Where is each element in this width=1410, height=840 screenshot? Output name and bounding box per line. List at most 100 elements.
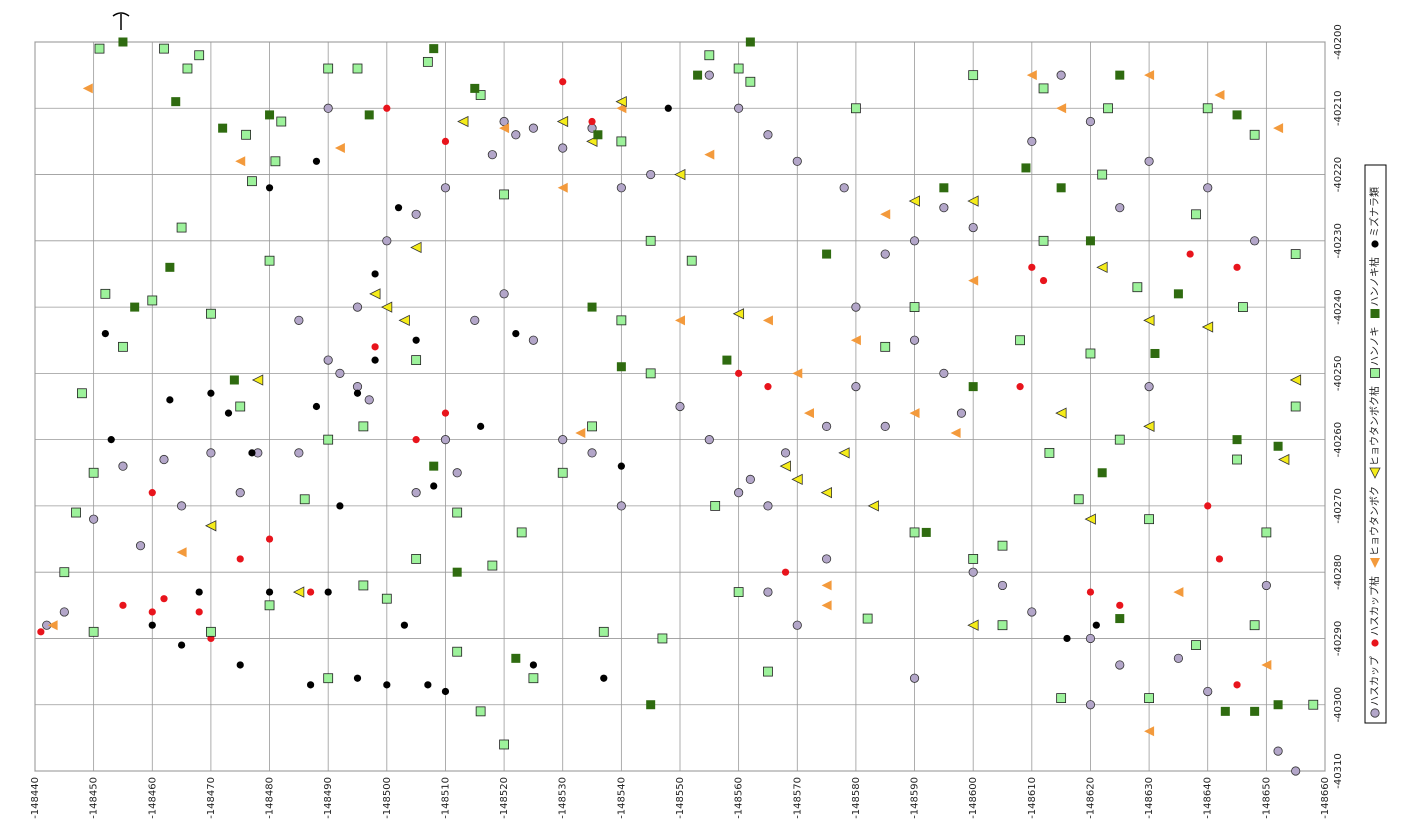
point [1204,502,1212,510]
point [235,488,245,498]
point [165,262,175,272]
point [1085,633,1096,644]
point [763,666,773,677]
point [838,447,850,459]
point [598,626,609,637]
point [206,308,216,319]
point [780,448,791,458]
point [1096,261,1108,273]
y-tick-label: -40200 [1333,24,1344,59]
point [429,461,439,471]
point [820,487,832,499]
legend-marker [1370,558,1380,568]
point [821,600,832,611]
point [82,83,93,94]
point [1097,169,1108,180]
point [1144,514,1154,525]
point [1073,494,1084,505]
point [236,555,244,563]
x-tick-label: -148490 [323,777,334,819]
point [1144,382,1154,392]
point [1056,103,1067,114]
point [383,681,391,689]
point [176,501,187,511]
point [1132,282,1143,293]
point [1144,70,1155,81]
point [1289,374,1302,386]
point [335,368,345,378]
point [1026,70,1037,81]
point [1261,659,1272,670]
point [441,409,450,417]
point [265,110,275,120]
point [411,209,421,219]
x-tick-label: -148480 [265,777,276,819]
point [441,137,450,146]
point [276,116,287,127]
x-tick-label: -148560 [734,777,745,819]
point [909,408,920,419]
legend-marker [1370,368,1380,378]
point [1201,321,1214,333]
point [734,103,744,113]
x-tick-label: -148600 [968,777,979,819]
point [334,143,345,154]
point [1116,601,1124,609]
point [353,389,362,397]
point [950,428,961,439]
point [1186,250,1194,258]
x-tick-label: -148580 [851,777,862,819]
point [779,460,791,472]
point [704,435,714,445]
legend-label: ハンノキ枯 [1368,257,1381,307]
point [477,422,485,430]
point [147,295,158,306]
x-tick-label: -148540 [616,777,627,819]
point [77,388,87,399]
legend-marker [1371,240,1379,248]
point [646,169,656,180]
point [475,706,486,717]
point [617,462,625,470]
point [558,143,568,153]
y-tick-label: -40260 [1333,422,1344,457]
point [299,494,310,505]
point [1027,607,1037,617]
point [1027,136,1037,147]
point [512,330,520,338]
point [821,554,832,564]
x-tick-label: -148460 [147,777,158,819]
point [675,401,685,412]
x-tick-label: -148610 [1027,777,1038,819]
point [968,567,978,577]
point [394,204,403,212]
legend-items: ハスカップ ハスカップ枯 ヒョウタンボク ヒョウタンボク枯 ハンノキ ハンノキ枯 ミズナラ類 [1368,187,1381,718]
legend-label: ハスカップ枯 [1368,576,1381,636]
point [1249,620,1260,631]
point [176,222,187,233]
point [292,586,305,598]
point [1150,348,1160,358]
point [241,129,251,140]
point [248,449,256,457]
point [135,541,146,551]
legend-marker [1370,708,1380,718]
point [1249,129,1260,140]
point [1097,468,1107,478]
point [781,568,790,576]
point [615,95,627,108]
y-tick-label: -40240 [1333,289,1344,324]
point [745,474,755,484]
point [1039,276,1048,285]
point [1086,588,1095,596]
point [194,50,205,61]
x-tick-label: -148450 [89,777,100,819]
x-tick-label: -148570 [792,777,803,819]
point [733,63,744,74]
x-tick-label: -148510 [440,777,451,819]
y-tick-label: -40300 [1333,687,1344,722]
point [791,473,803,486]
point [939,203,949,213]
point [160,595,168,603]
point [59,567,70,578]
